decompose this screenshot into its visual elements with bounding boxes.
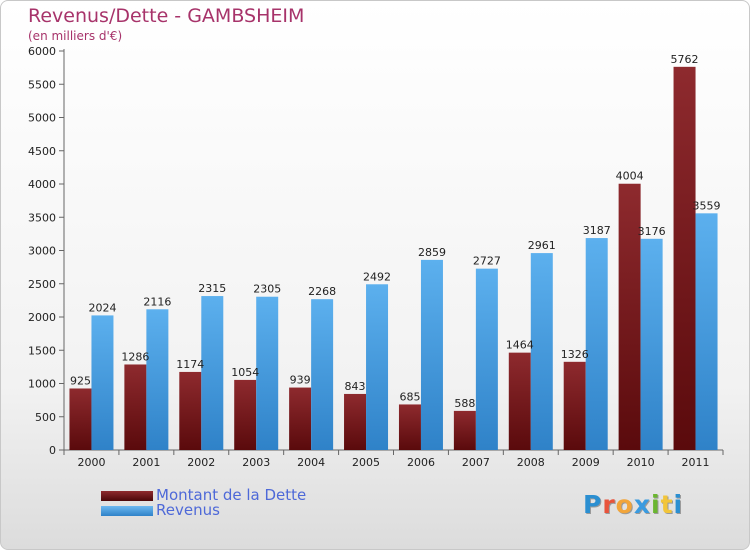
x-tick-label: 2005	[352, 456, 380, 469]
y-tick-label: 4500	[28, 145, 56, 158]
legend-label-debt: Montant de la Dette	[156, 486, 307, 504]
logo-letter: i	[651, 490, 661, 519]
chart-title: Revenus/Dette - GAMBSHEIM	[28, 5, 305, 27]
bar-revenue	[640, 238, 663, 450]
y-tick-label: 0	[49, 444, 56, 457]
data-labels: 925 2024 1286 2116 1174 2315 1054 2305 939 2268 84…	[70, 53, 721, 410]
bar-revenue	[146, 309, 169, 450]
data-label-debt: 843	[345, 380, 366, 393]
logo-letter: x	[633, 490, 651, 519]
data-label-debt: 1326	[561, 348, 589, 361]
bar-revenue	[530, 253, 553, 450]
bar-debt	[179, 371, 202, 450]
bar-debt	[69, 388, 92, 450]
y-tick-label: 4000	[28, 178, 56, 191]
legend-swatch-debt	[101, 491, 153, 501]
logo-letter: o	[615, 490, 634, 519]
bar-debt	[563, 361, 586, 450]
x-tick-label: 2003	[242, 456, 270, 469]
bar-debt	[124, 364, 147, 450]
bars	[69, 66, 718, 451]
data-label-debt: 1286	[121, 350, 149, 363]
chart-subtitle: (en milliers d'€)	[28, 29, 123, 43]
data-label-revenue: 2268	[308, 285, 336, 298]
bar-revenue	[311, 299, 334, 450]
legend-label-revenue: Revenus	[156, 501, 220, 519]
data-label-revenue: 3187	[583, 224, 611, 237]
bar-debt	[508, 352, 531, 450]
bar-debt	[234, 379, 257, 450]
bar-revenue	[366, 284, 389, 450]
bar-revenue	[475, 268, 498, 450]
data-label-debt: 588	[454, 397, 475, 410]
y-tick-label: 1000	[28, 378, 56, 391]
bar-debt	[673, 66, 696, 451]
data-label-debt: 685	[399, 390, 420, 403]
data-label-revenue: 2315	[198, 282, 226, 295]
bar-revenue	[695, 213, 718, 450]
data-label-revenue: 2305	[253, 283, 281, 296]
x-tick-label: 2002	[187, 456, 215, 469]
data-label-debt: 925	[70, 374, 91, 387]
data-label-debt: 5762	[671, 53, 699, 66]
y-tick-label: 5500	[28, 78, 56, 91]
bar-revenue	[91, 315, 114, 450]
bar-revenue	[201, 296, 224, 450]
y-tick-label: 3000	[28, 245, 56, 258]
logo-letter: r	[602, 490, 616, 519]
x-tick-label: 2010	[627, 456, 655, 469]
y-tick-label: 6000	[28, 45, 56, 58]
data-label-revenue: 2116	[143, 295, 171, 308]
x-tick-label: 2007	[462, 456, 490, 469]
y-tick-label: 2500	[28, 278, 56, 291]
x-tick-label: 2009	[572, 456, 600, 469]
bar-debt	[289, 387, 312, 450]
data-label-debt: 1464	[506, 339, 534, 352]
bar-debt	[618, 183, 641, 450]
x-tick-label: 2004	[297, 456, 325, 469]
bar-debt	[344, 393, 367, 450]
data-label-revenue: 2961	[528, 239, 556, 252]
x-tick-label: 2008	[517, 456, 545, 469]
data-label-debt: 1054	[231, 366, 259, 379]
data-label-revenue: 2859	[418, 246, 446, 259]
logo-letter: i	[673, 490, 684, 519]
data-label-debt: 1174	[176, 358, 204, 371]
bar-revenue	[420, 259, 443, 450]
x-tick-label: 2011	[682, 456, 710, 469]
y-tick-label: 1500	[28, 344, 56, 357]
y-tick-label: 3500	[28, 211, 56, 224]
legend-swatch-revenue	[101, 506, 153, 516]
data-label-debt: 939	[290, 374, 311, 387]
proxiti-logo: Proxiti	[583, 490, 683, 519]
y-tick-label: 5000	[28, 112, 56, 125]
data-label-revenue: 3176	[638, 225, 666, 238]
data-label-debt: 4004	[616, 170, 644, 183]
logo-letter: t	[660, 490, 674, 519]
bar-revenue	[256, 296, 279, 450]
x-tick-label: 2001	[132, 456, 160, 469]
y-tick-label: 500	[35, 411, 56, 424]
data-label-revenue: 2727	[473, 255, 501, 268]
bar-debt	[398, 404, 421, 450]
data-label-revenue: 3559	[693, 199, 721, 212]
data-label-revenue: 2492	[363, 270, 391, 283]
bar-revenue	[585, 238, 608, 450]
x-tick-label: 2000	[77, 456, 105, 469]
axes: 0 500 1000 1500 2000 2500 3000 3500 4000 4500 5000…	[28, 45, 724, 469]
bar-debt	[453, 410, 476, 450]
data-label-revenue: 2024	[88, 301, 116, 314]
x-tick-label: 2006	[407, 456, 435, 469]
y-tick-label: 2000	[28, 311, 56, 324]
logo-letter: P	[583, 490, 603, 519]
